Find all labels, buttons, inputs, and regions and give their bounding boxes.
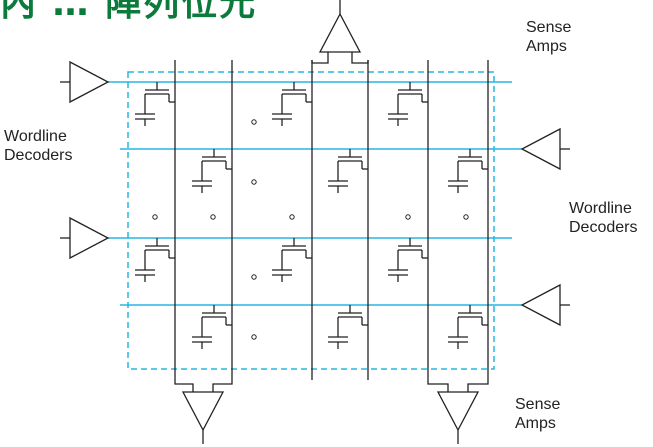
dram-cell-icon: [328, 305, 368, 349]
decoder-icon: [520, 283, 561, 327]
sense-amp-bottom-left-icon: [181, 391, 225, 432]
sense-amp-bottom-right-icon: [436, 391, 480, 432]
unused-cell-dot: [152, 214, 158, 220]
dram-cell-icon: [192, 305, 232, 349]
dram-cell-icon: [272, 238, 312, 282]
unused-cell-dot: [463, 214, 469, 220]
wordline-decoders-left-label: Wordline Decoders: [4, 127, 72, 165]
cells: [135, 82, 488, 349]
wordline-decoders-right-text: Wordline Decoders: [569, 200, 638, 236]
sense-amps-bottom-text: Sense Amps: [515, 396, 561, 432]
dram-cell-icon: [388, 82, 428, 126]
sense-amps-top-text: Sense Amps: [526, 19, 572, 55]
sense-amps: [181, 0, 480, 444]
wordline-decoders-left-text: Wordline Decoders: [4, 128, 73, 164]
unused-cell-dot: [251, 179, 257, 185]
dram-cell-icon: [448, 149, 488, 193]
unused-cell-dot: [405, 214, 411, 220]
unused-cell-dot: [251, 119, 257, 125]
slide-title-fragment: 內 … 陣列位元: [0, 0, 258, 24]
bitlines: [174, 60, 489, 380]
wordline-decoders-right-label: Wordline Decoders: [569, 199, 637, 237]
sense-amps-top-label: Sense Amps: [526, 18, 571, 56]
sense-amp-top-icon: [318, 12, 362, 53]
wordline-decoders: [60, 60, 570, 327]
unused-cell-dot: [251, 274, 257, 280]
dram-cell-icon: [388, 238, 428, 282]
unused-cell-dot: [289, 214, 295, 220]
dram-cell-icon: [272, 82, 312, 126]
decoder-icon: [520, 127, 561, 171]
decoder-icon: [69, 216, 110, 260]
unused-cell-dot: [251, 334, 257, 340]
dram-cell-icon: [328, 149, 368, 193]
dram-cell-icon: [135, 238, 175, 282]
unused-cell-dot: [210, 214, 216, 220]
array-boundary: [127, 71, 495, 370]
sense-amps-bottom-label: Sense Amps: [515, 395, 560, 433]
dram-cell-icon: [135, 82, 175, 126]
unused-cell-dots: [152, 119, 469, 340]
dram-cell-icon: [448, 305, 488, 349]
dram-cell-icon: [192, 149, 232, 193]
sense-amp-wiring: [174, 52, 489, 392]
decoder-icon: [69, 60, 110, 104]
